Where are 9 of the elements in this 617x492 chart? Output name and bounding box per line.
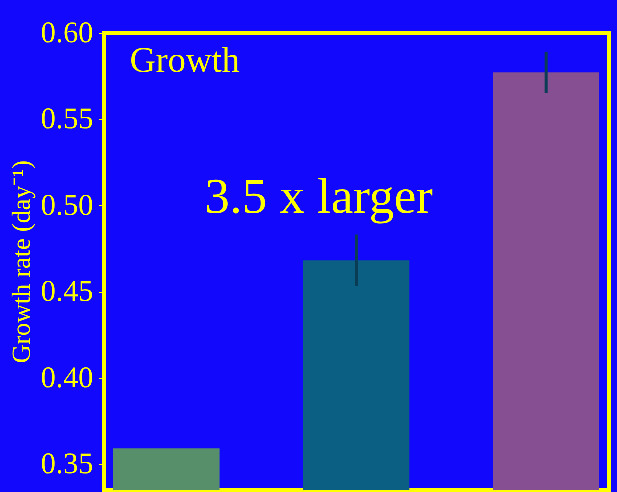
y-tick-label: 0.45 (41, 275, 94, 308)
y-tick-label: 0.60 (41, 16, 94, 50)
y-axis-title: Growth rate (day⁻¹) (7, 160, 36, 364)
y-tick-label: 0.50 (41, 188, 94, 222)
y-tick-label: 0.55 (41, 102, 94, 136)
annotation: 3.5 x larger (204, 168, 434, 224)
chart-title: Growth (130, 40, 240, 80)
y-tick-label: 0.35 (41, 448, 94, 481)
y-tick-label: 0.40 (41, 361, 94, 394)
